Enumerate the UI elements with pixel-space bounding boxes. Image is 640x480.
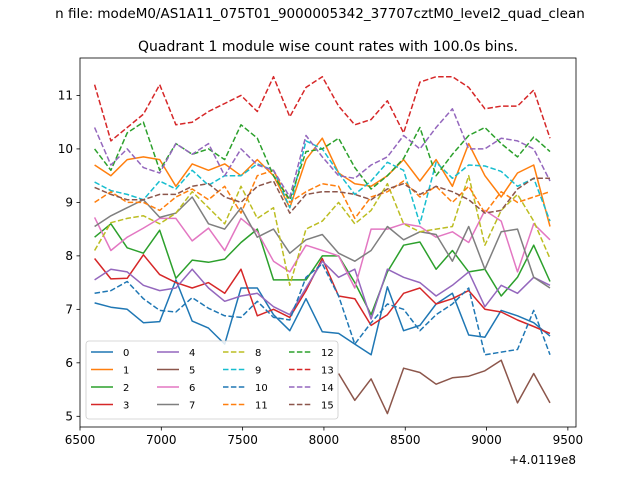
y-tick-label: 8 — [65, 249, 73, 263]
y-axis: 5 6 7 8 9 10 11 — [58, 89, 80, 424]
legend-label-3: 3 — [123, 400, 129, 411]
series-line-7 — [94, 196, 551, 289]
legend-label-5: 5 — [189, 365, 195, 376]
series-line-13 — [93, 75, 551, 142]
series-line-0 — [94, 279, 551, 356]
legend-label-9: 9 — [255, 365, 261, 376]
legend-label-14: 14 — [321, 383, 334, 394]
x-tick-label: 8000 — [309, 433, 340, 447]
series-line-3 — [94, 254, 551, 335]
series-line-14 — [93, 108, 551, 198]
series-line-15 — [94, 177, 550, 214]
y-tick-label: 5 — [65, 410, 73, 424]
x-tick-label: 7000 — [146, 433, 177, 447]
legend-label-11: 11 — [255, 400, 268, 411]
x-axis: 6500 7000 7500 8000 8500 9000 9500 — [65, 427, 583, 447]
x-tick-label: 6500 — [65, 433, 96, 447]
legend-label-10: 10 — [255, 383, 268, 394]
legend-label-4: 4 — [189, 348, 195, 359]
series-line-10 — [94, 263, 551, 356]
legend-frame — [85, 340, 339, 420]
plot-frame — [79, 57, 577, 428]
series-line-1 — [94, 137, 551, 227]
legend-label-13: 13 — [321, 365, 334, 376]
chart-title: Quadrant 1 module wise count rates with … — [138, 39, 518, 55]
x-tick-label: 9500 — [553, 433, 584, 447]
x-tick-label: 9000 — [471, 433, 502, 447]
y-tick-label: 11 — [58, 89, 73, 103]
legend-label-6: 6 — [189, 383, 195, 394]
y-tick-label: 10 — [58, 142, 73, 156]
series-line-2 — [94, 223, 551, 316]
legend-label-8: 8 — [255, 348, 261, 359]
legend-label-2: 2 — [123, 383, 129, 394]
x-tick-label: 8500 — [390, 433, 421, 447]
x-tick-label: 7500 — [227, 433, 258, 447]
y-tick-label: 9 — [65, 196, 73, 210]
series-line-5 — [337, 359, 551, 415]
legend-label-15: 15 — [321, 400, 334, 411]
x-offset-label: +4.0119e8 — [509, 453, 576, 467]
legend-label-0: 0 — [123, 348, 129, 359]
figure-suptitle: n file: modeM0/AS1A11_075T01_9000005342_… — [55, 6, 585, 22]
legend-label-7: 7 — [189, 400, 195, 411]
y-tick-label: 6 — [65, 356, 73, 370]
series-line-8 — [93, 174, 551, 287]
series-line-4 — [94, 260, 551, 320]
series-line-6 — [93, 209, 551, 289]
series-line-11 — [94, 169, 551, 220]
legend-label-12: 12 — [321, 348, 334, 359]
y-tick-label: 7 — [65, 303, 73, 317]
legend-label-1: 1 — [123, 365, 129, 376]
series-layer — [93, 75, 551, 415]
